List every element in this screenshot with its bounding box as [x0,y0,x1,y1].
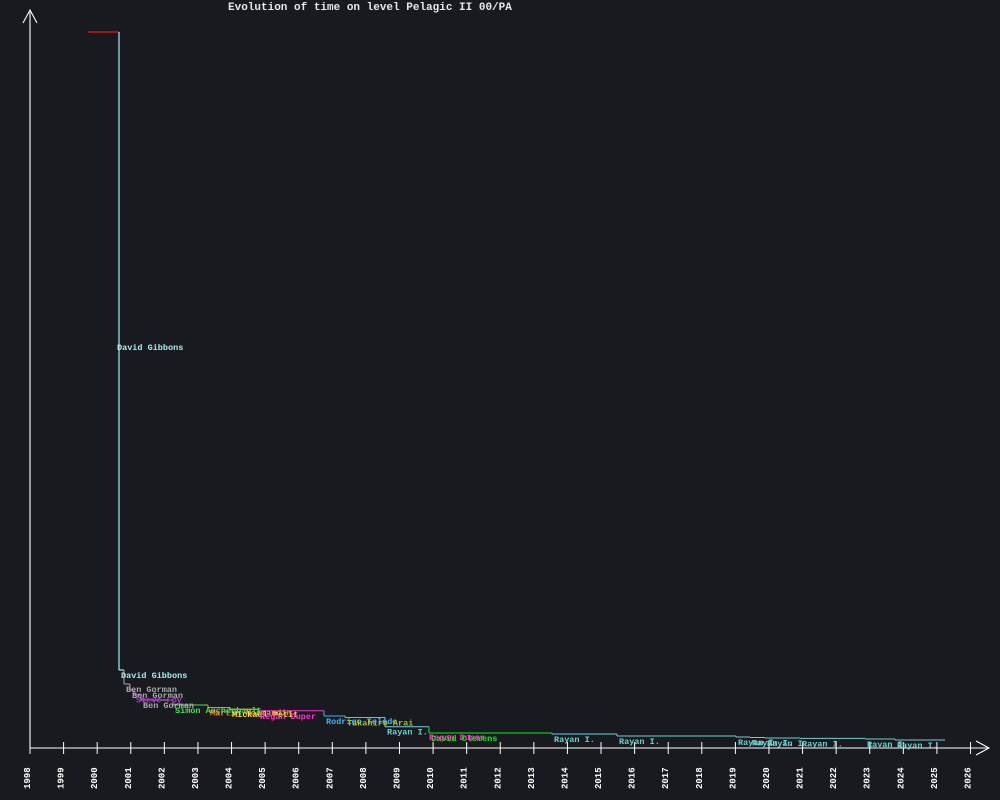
svg-text:2026: 2026 [964,767,974,789]
svg-text:2003: 2003 [191,767,201,789]
svg-text:2005: 2005 [258,767,268,789]
svg-text:2004: 2004 [225,767,235,789]
svg-text:2010: 2010 [426,767,436,789]
svg-text:2014: 2014 [560,767,570,789]
svg-text:David Gibbons: David Gibbons [117,343,183,353]
svg-text:2023: 2023 [863,767,873,789]
svg-text:1999: 1999 [57,767,67,789]
svg-text:Rayan I.: Rayan I. [802,739,843,749]
svg-text:2009: 2009 [392,767,402,789]
svg-text:Regan Duper: Regan Duper [260,712,316,722]
svg-text:2019: 2019 [728,767,738,789]
svg-text:2021: 2021 [796,767,806,789]
svg-text:Rayan I.: Rayan I. [387,728,428,738]
svg-text:Regan Duper: Regan Duper [429,733,485,743]
svg-text:2015: 2015 [594,767,604,789]
svg-text:Rayan I.: Rayan I. [554,735,595,745]
svg-text:2002: 2002 [157,767,167,789]
svg-text:2025: 2025 [930,767,940,789]
svg-text:2017: 2017 [661,767,671,789]
svg-text:2018: 2018 [695,767,705,789]
svg-text:2013: 2013 [527,767,537,789]
svg-text:2016: 2016 [628,767,638,789]
svg-text:2011: 2011 [460,767,470,789]
svg-text:2024: 2024 [896,767,906,789]
svg-text:2001: 2001 [124,767,134,789]
svg-text:2007: 2007 [325,767,335,789]
svg-text:2022: 2022 [829,767,839,789]
svg-text:David Gibbons: David Gibbons [121,671,187,681]
svg-text:1998: 1998 [23,767,33,789]
svg-text:Rayan I.: Rayan I. [619,737,660,747]
svg-text:2012: 2012 [493,767,503,789]
svg-text:2020: 2020 [762,767,772,789]
svg-text:2000: 2000 [90,767,100,789]
svg-text:Rayan I.: Rayan I. [897,741,938,751]
svg-text:2006: 2006 [292,767,302,789]
svg-text:2008: 2008 [359,767,369,789]
